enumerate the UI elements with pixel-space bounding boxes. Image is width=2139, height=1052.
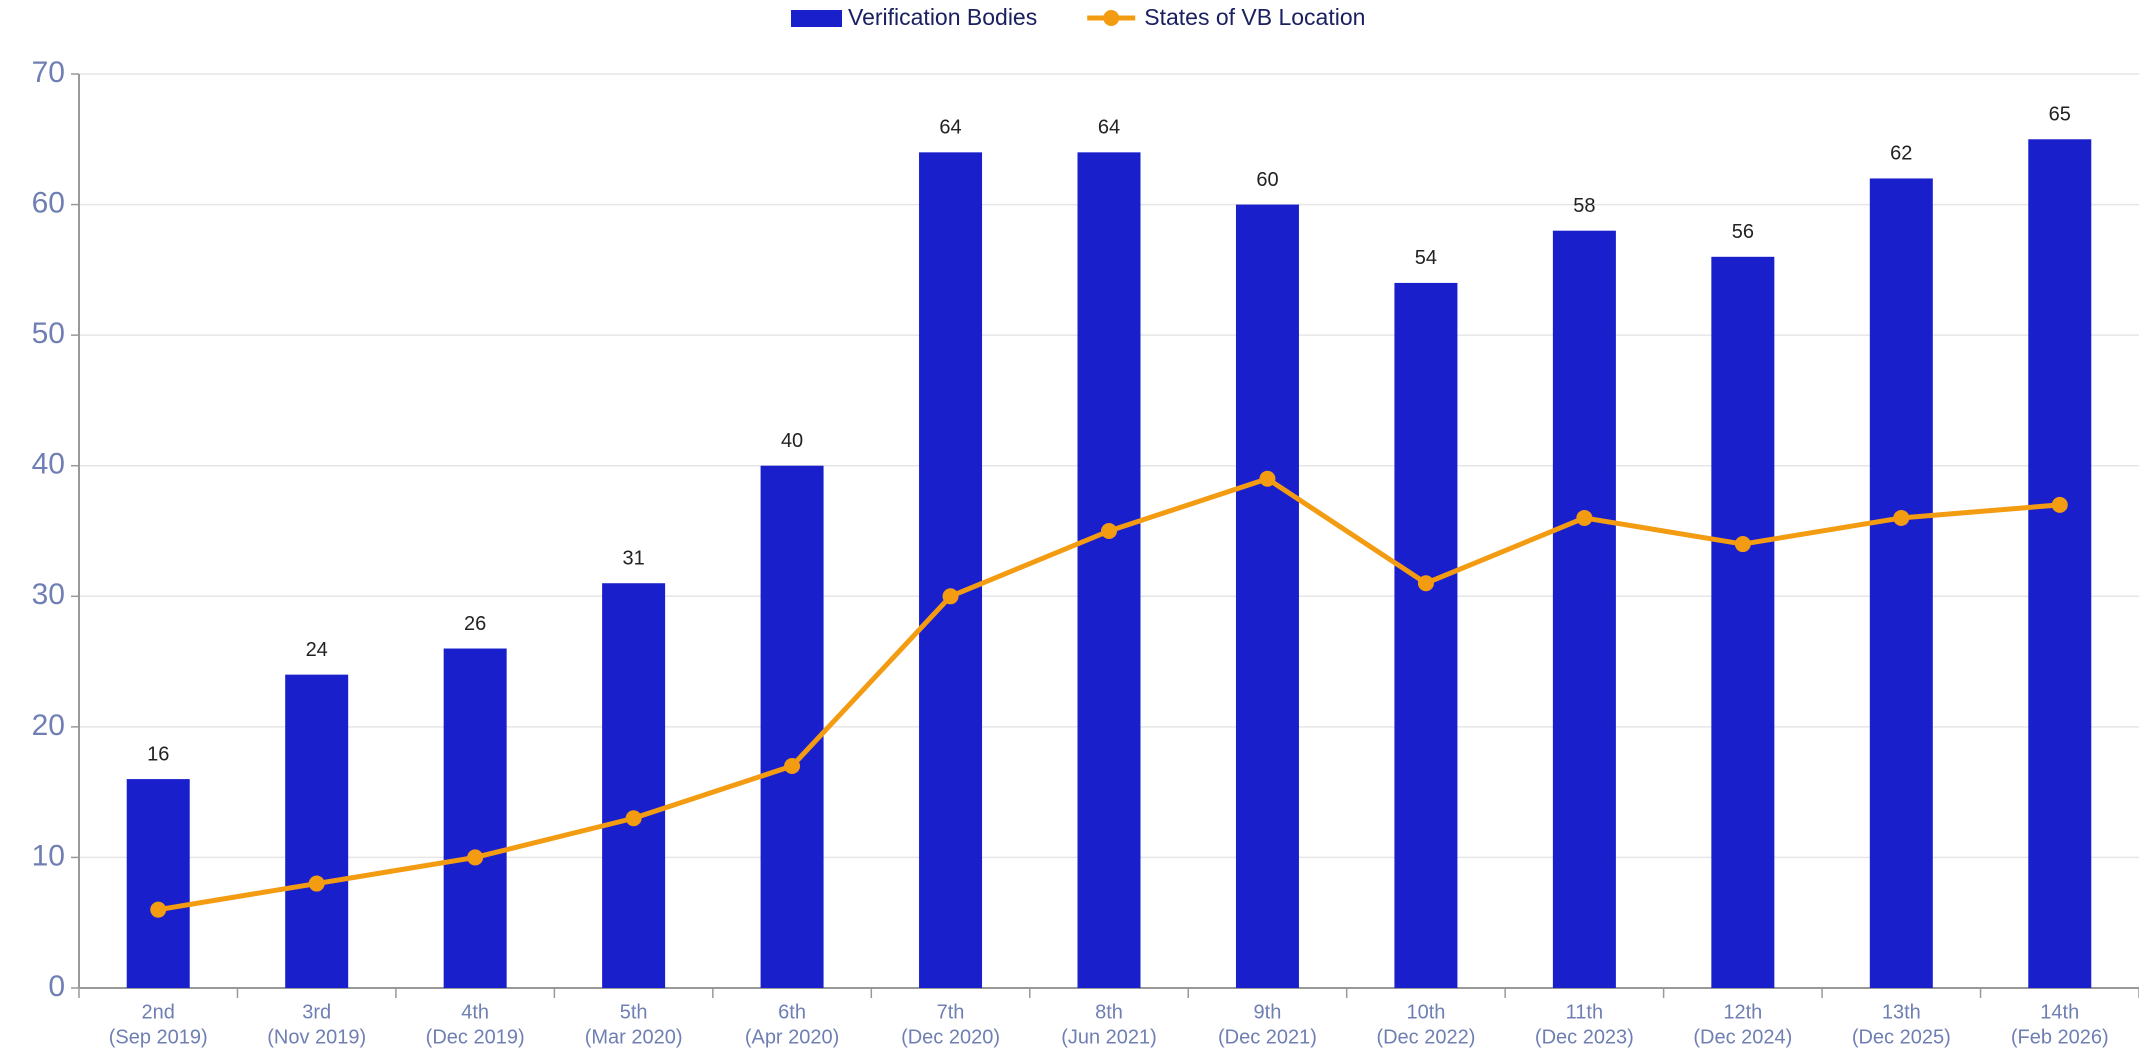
bar xyxy=(1711,256,1775,988)
x-tick-label: 3rd xyxy=(302,1001,331,1023)
x-tick-label: 9th xyxy=(1254,1001,1282,1023)
x-tick-label: 4th xyxy=(461,1001,489,1023)
x-tick-label: (Apr 2020) xyxy=(745,1026,840,1048)
y-tick-label: 60 xyxy=(32,186,65,219)
x-tick-label: (Dec 2022) xyxy=(1376,1026,1475,1048)
legend-swatch xyxy=(1103,10,1120,26)
data-label: 24 xyxy=(306,639,328,661)
line-marker xyxy=(1417,575,1434,592)
data-label: 54 xyxy=(1415,247,1437,269)
y-tick-label: 40 xyxy=(32,448,65,481)
x-tick-label: 14th xyxy=(2040,1001,2079,1023)
line-marker xyxy=(1576,509,1593,526)
x-tick-label: (Jun 2021) xyxy=(1061,1026,1157,1048)
bar xyxy=(1552,230,1616,988)
bar xyxy=(443,648,507,988)
bar xyxy=(760,465,824,988)
bar xyxy=(1869,178,1933,988)
data-label: 65 xyxy=(2049,104,2071,126)
data-label: 26 xyxy=(464,613,486,635)
y-tick-label: 50 xyxy=(32,317,65,350)
data-label: 60 xyxy=(1256,169,1278,191)
x-tick-label: (Dec 2021) xyxy=(1218,1026,1317,1048)
x-tick-label: (Dec 2025) xyxy=(1852,1026,1951,1048)
data-label: 58 xyxy=(1573,195,1595,217)
x-tick-label: (Dec 2020) xyxy=(901,1026,1000,1048)
data-label: 62 xyxy=(1890,143,1912,165)
line-marker xyxy=(625,810,642,827)
bar xyxy=(1394,282,1458,988)
legend-label: Verification Bodies xyxy=(848,4,1037,30)
line-marker xyxy=(1101,523,1117,539)
data-label: 31 xyxy=(622,548,644,570)
x-tick-label: 12th xyxy=(1723,1001,1762,1023)
bar xyxy=(919,152,983,989)
legend-label: States of VB Location xyxy=(1144,4,1365,30)
data-label: 56 xyxy=(1732,221,1754,243)
line-marker xyxy=(467,849,484,866)
x-tick-label: (Dec 2019) xyxy=(426,1026,525,1048)
x-tick-label: 11th xyxy=(1566,1001,1603,1023)
x-tick-label: 7th xyxy=(937,1001,965,1023)
line-marker xyxy=(1734,536,1751,553)
data-label: 40 xyxy=(781,430,803,452)
x-tick-label: (Nov 2019) xyxy=(267,1026,366,1048)
bar xyxy=(1235,204,1299,989)
legend-swatch xyxy=(791,10,842,27)
y-tick-label: 10 xyxy=(32,839,65,872)
bar xyxy=(2028,139,2092,989)
x-tick-label: 10th xyxy=(1406,1001,1445,1023)
bar xyxy=(1077,152,1141,989)
y-tick-label: 20 xyxy=(32,709,65,742)
x-tick-label: (Dec 2023) xyxy=(1535,1026,1634,1048)
x-tick-label: 6th xyxy=(778,1001,806,1023)
y-tick-label: 30 xyxy=(32,578,65,611)
line-marker xyxy=(2051,496,2068,513)
line-marker xyxy=(150,901,167,918)
data-label: 64 xyxy=(1098,117,1120,139)
data-label: 16 xyxy=(147,743,169,765)
bar xyxy=(602,583,666,988)
x-tick-label: (Sep 2019) xyxy=(109,1026,208,1048)
data-label: 64 xyxy=(939,117,961,139)
x-tick-label: 5th xyxy=(620,1001,648,1023)
x-tick-label: 8th xyxy=(1095,1001,1123,1023)
y-tick-label: 0 xyxy=(48,970,65,1003)
line-marker xyxy=(942,588,959,605)
line-marker xyxy=(1259,470,1276,487)
y-tick-label: 70 xyxy=(32,56,65,89)
bar xyxy=(285,674,349,988)
line-marker xyxy=(1893,509,1910,526)
bar xyxy=(126,779,190,988)
x-tick-label: (Feb 2026) xyxy=(2011,1026,2109,1048)
x-tick-label: (Mar 2020) xyxy=(585,1026,683,1048)
x-tick-label: 2nd xyxy=(142,1001,175,1023)
x-tick-label: (Dec 2024) xyxy=(1693,1026,1792,1048)
line-marker xyxy=(308,875,325,892)
line-marker xyxy=(784,758,801,775)
x-tick-label: 13th xyxy=(1882,1001,1921,1023)
